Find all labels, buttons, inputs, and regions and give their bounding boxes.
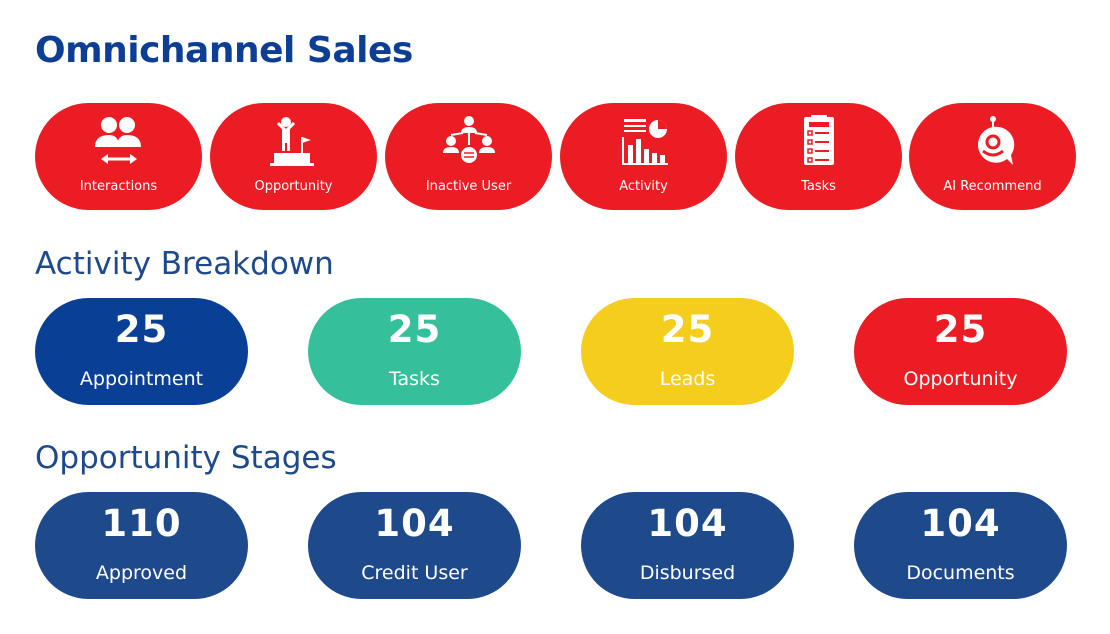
opportunity-card[interactable]: 25 Opportunity — [854, 298, 1067, 405]
tasks-label: Tasks — [801, 179, 836, 194]
appointment-count: 25 — [114, 308, 169, 351]
page-title: Omnichannel Sales — [35, 30, 413, 71]
ai-recommend-label: AI Recommend — [943, 179, 1042, 194]
disbursed-card[interactable]: 104 Disbursed — [581, 492, 794, 599]
documents-card[interactable]: 104 Documents — [854, 492, 1067, 599]
task-checklist-icon — [789, 115, 849, 169]
opportunity-label: Opportunity — [254, 179, 333, 194]
opportunity-card-label: Opportunity — [903, 368, 1018, 390]
inactive-user-button[interactable]: Inactive User — [385, 103, 552, 210]
activity-label: Activity — [619, 179, 668, 194]
tasks-count: 25 — [387, 308, 442, 351]
leads-label: Leads — [659, 368, 716, 390]
approved-card[interactable]: 110 Approved — [35, 492, 248, 599]
leads-count: 25 — [660, 308, 715, 351]
approved-label: Approved — [95, 562, 188, 584]
disbursed-label: Disbursed — [639, 562, 736, 584]
disbursed-count: 104 — [647, 502, 728, 545]
chart-report-icon — [614, 115, 674, 169]
credit-user-label: Credit User — [361, 562, 468, 584]
credit-user-card[interactable]: 104 Credit User — [308, 492, 521, 599]
tasks-button[interactable]: Tasks — [735, 103, 902, 210]
appointment-card[interactable]: 25 Appointment — [35, 298, 248, 405]
documents-count: 104 — [920, 502, 1001, 545]
activity-breakdown-title: Activity Breakdown — [35, 246, 334, 282]
tasks-card-label: Tasks — [389, 368, 440, 390]
users-exchange-icon — [89, 115, 149, 169]
ai-recommend-button[interactable]: AI Recommend — [909, 103, 1076, 210]
inactive-user-label: Inactive User — [425, 179, 512, 194]
activity-button[interactable]: Activity — [560, 103, 727, 210]
documents-label: Documents — [906, 562, 1015, 584]
opportunity-count: 25 — [933, 308, 988, 351]
tasks-card[interactable]: 25 Tasks — [308, 298, 521, 405]
robot-chat-icon — [963, 115, 1023, 169]
opportunity-stages-title: Opportunity Stages — [35, 440, 337, 476]
leads-card[interactable]: 25 Leads — [581, 298, 794, 405]
appointment-label: Appointment — [79, 368, 204, 390]
interactions-button[interactable]: Interactions — [35, 103, 202, 210]
credit-user-count: 104 — [374, 502, 455, 545]
podium-winner-icon — [264, 115, 324, 169]
interactions-label: Interactions — [79, 179, 158, 194]
approved-count: 110 — [101, 502, 182, 545]
opportunity-button[interactable]: Opportunity — [210, 103, 377, 210]
user-network-icon — [439, 115, 499, 169]
